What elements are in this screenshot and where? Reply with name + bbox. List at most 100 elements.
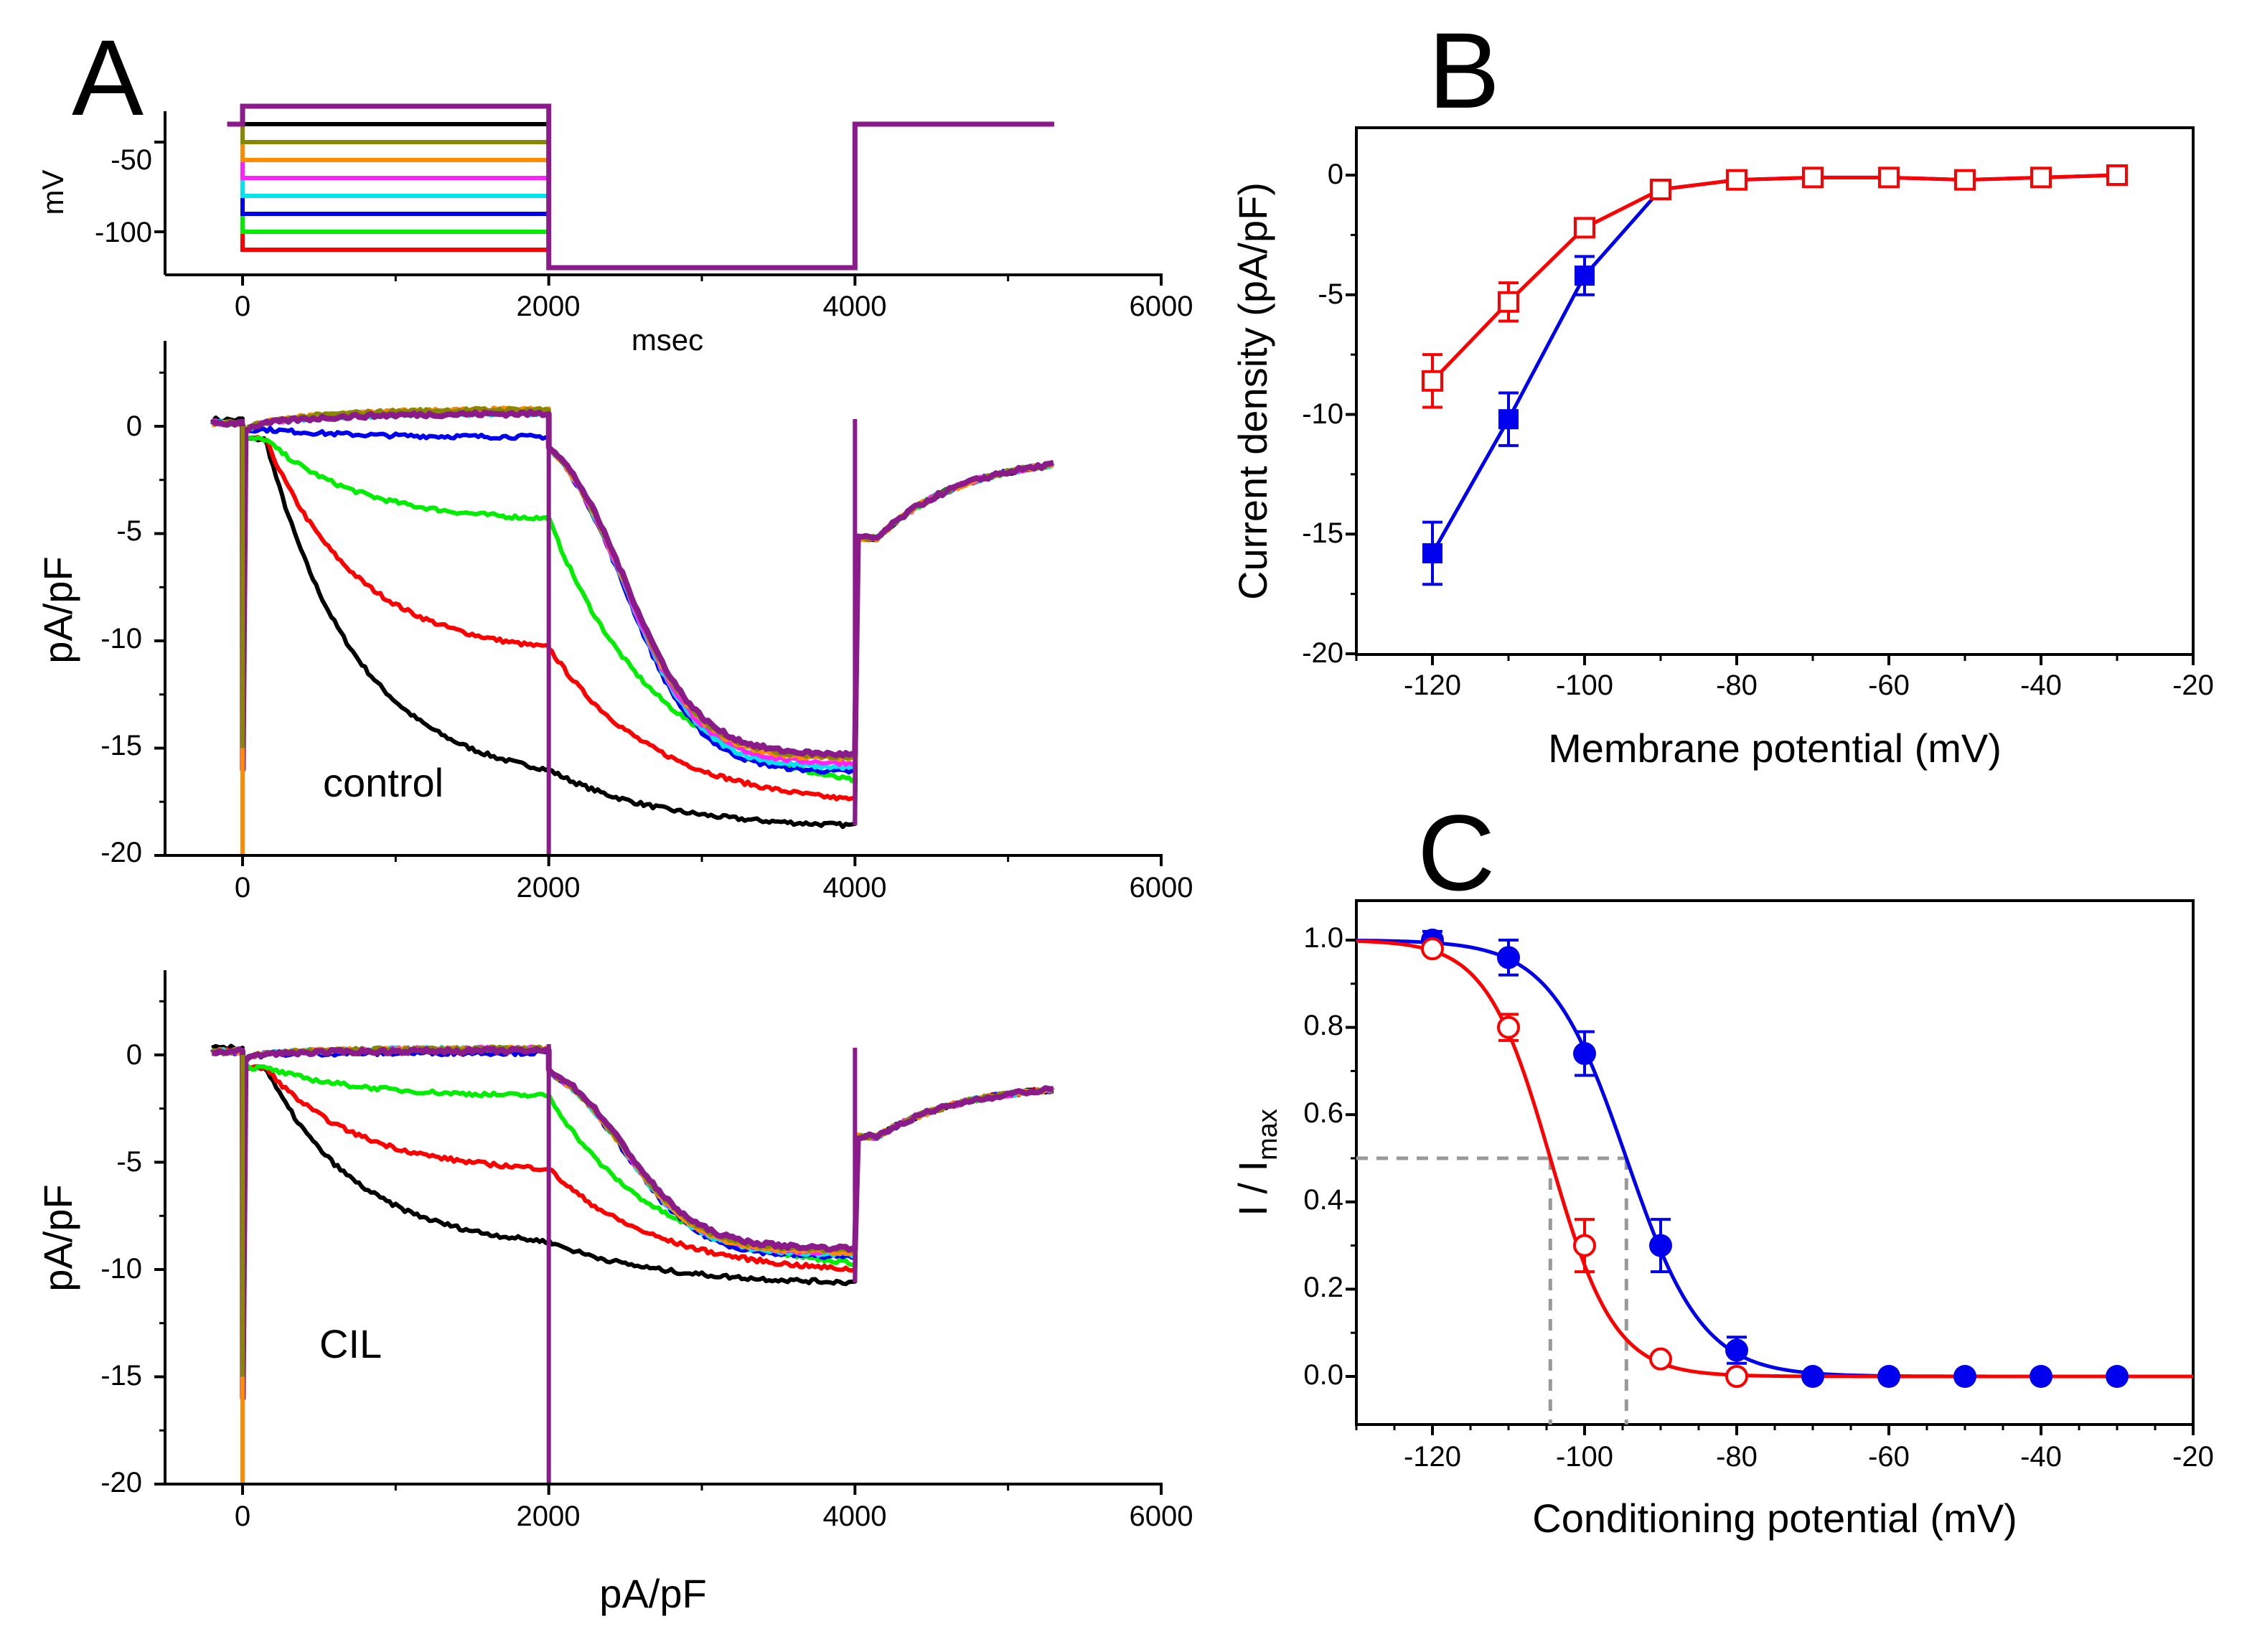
control-y-tick-minus5: -5 [116, 515, 142, 547]
b-point-CIL--40 [2030, 166, 2052, 189]
b-point-control--120 [1422, 543, 1442, 563]
cil-ticks [154, 1000, 1163, 1495]
c-y-tick-1.0: 1.0 [1303, 922, 1343, 954]
protocol-x-tick-0: 0 [235, 291, 250, 322]
protocol-x-label: msec [632, 323, 703, 357]
c-point-control--100 [1573, 1042, 1596, 1066]
cil-y-tick-0: 0 [126, 1039, 142, 1071]
cil-x-tick-0: 0 [235, 1501, 250, 1532]
control-x-tick-0: 0 [235, 872, 250, 904]
cil-x-tick-2000: 2000 [517, 1501, 581, 1532]
protocol-x-tick-6000: 6000 [1130, 291, 1193, 322]
protocol-ticks [154, 141, 1163, 286]
c-point-control--30 [2106, 1365, 2129, 1388]
cil-y-label: pA/pF [35, 1184, 80, 1291]
b-x-tick-minus120: -120 [1404, 670, 1461, 701]
control-trace--40mV [210, 408, 1054, 773]
c-x-label: Conditioning potential (mV) [1532, 1496, 2017, 1541]
c-point-control--80 [1725, 1338, 1748, 1362]
b-point-control--100 [1575, 266, 1595, 286]
control-x-tick-2000: 2000 [517, 872, 581, 904]
b-point-control--110 [1498, 409, 1519, 430]
control-ticks [154, 371, 1163, 866]
b-line-CIL [1431, 173, 2118, 383]
panel-c-ticks [1346, 939, 2195, 1435]
control-current-chart: 0 2000 4000 6000 0 -5 -10 -15 -20 pA/pF … [35, 341, 1193, 904]
protocol-chart: 0 2000 4000 6000 -50 -100 msec mV [36, 103, 1193, 357]
panel-b-ticks [1346, 174, 2195, 665]
b-x-tick-minus40: -40 [2020, 670, 2062, 701]
panel-label-c: C [1417, 792, 1495, 913]
c-y-label-main: I / I [1230, 1160, 1275, 1216]
c-x-tick-minus100: -100 [1556, 1441, 1613, 1473]
b-x-label: Membrane potential (mV) [1548, 726, 2002, 771]
cil-traces [210, 1043, 1055, 1484]
protocol-traces [227, 103, 1054, 271]
panel-b-chart: -120 -100 -80 -60 -40 -20 0 -5 -10 -15 -… [1230, 126, 2214, 771]
c-y-label-sub: max [1253, 1109, 1283, 1160]
cil-x-tick-6000: 6000 [1130, 1501, 1193, 1532]
c-y-label: I / Imax [1230, 1109, 1283, 1216]
b-y-tick-minus15: -15 [1302, 517, 1343, 549]
c-point-control--50 [1953, 1365, 1976, 1388]
panel-label-b: B [1428, 10, 1500, 131]
cil-y-tick-minus15: -15 [100, 1360, 142, 1391]
b-point-CIL--110 [1498, 291, 1519, 313]
b-point-CIL--60 [1878, 166, 1900, 189]
cil-current-chart: 0 2000 4000 6000 0 -5 -10 -15 -20 pA/pF … [35, 970, 1193, 1616]
c-x-tick-minus20: -20 [2172, 1441, 2214, 1473]
c-x-tick-minus60: -60 [1868, 1441, 1910, 1473]
c-y-tick-0.2: 0.2 [1303, 1272, 1343, 1303]
c-x-tick-minus80: -80 [1716, 1441, 1758, 1473]
cil-x-tick-4000: 4000 [823, 1501, 887, 1532]
cil-y-tick-minus5: -5 [116, 1146, 142, 1178]
c-point-CIL--100 [1573, 1234, 1596, 1257]
control-y-tick-minus20: -20 [100, 837, 142, 868]
c-x-tick-minus120: -120 [1404, 1441, 1461, 1473]
b-point-CIL--30 [2106, 164, 2128, 186]
protocol-step--30 [227, 103, 1054, 271]
panel-c-chart: -120 -100 -80 -60 -40 -20 0.0 0.2 0.4 0.… [1230, 899, 2214, 1541]
protocol-x-tick-4000: 4000 [823, 291, 887, 322]
cil-x-label: pA/pF [599, 1571, 706, 1616]
b-point-CIL--120 [1422, 370, 1443, 392]
c-y-tick-0.4: 0.4 [1303, 1184, 1343, 1216]
cil-trace--40mV [212, 1046, 1054, 1402]
b-x-tick-minus60: -60 [1868, 670, 1910, 701]
b-x-tick-minus20: -20 [2172, 670, 2214, 701]
panel-b-frame [1355, 126, 2195, 656]
c-point-CIL--80 [1725, 1365, 1748, 1388]
c-point-CIL--110 [1497, 1015, 1520, 1039]
c-y-tick-0.6: 0.6 [1303, 1097, 1343, 1129]
panel-label-a: A [72, 17, 144, 138]
protocol-x-tick-2000: 2000 [517, 291, 581, 322]
b-point-CIL--90 [1650, 179, 1671, 201]
b-y-label: Current density (pA/pF) [1230, 182, 1275, 600]
b-y-tick-0: 0 [1328, 159, 1343, 190]
panel-b-series [1422, 164, 2128, 586]
control-x-tick-6000: 6000 [1130, 872, 1193, 904]
b-x-tick-minus80: -80 [1716, 670, 1758, 701]
c-y-tick-0.8: 0.8 [1303, 1010, 1343, 1041]
b-x-tick-minus100: -100 [1556, 670, 1613, 701]
control-annotation: control [323, 760, 444, 805]
control-y-tick-0: 0 [126, 410, 142, 442]
cil-annotation: CIL [319, 1321, 382, 1366]
b-point-CIL--70 [1802, 166, 1824, 189]
protocol-y-tick-minus100: -100 [95, 217, 152, 248]
b-point-CIL--80 [1726, 169, 1747, 191]
cil-y-tick-minus10: -10 [100, 1253, 142, 1285]
c-fit-CIL [1356, 939, 2193, 1379]
b-point-CIL--100 [1574, 217, 1595, 239]
c-x-tick-minus40: -40 [2020, 1441, 2062, 1473]
c-point-CIL--120 [1421, 937, 1444, 961]
c-point-control--110 [1497, 946, 1520, 970]
b-point-CIL--50 [1954, 169, 1976, 191]
protocol-y-label: mV [36, 170, 70, 215]
control-x-tick-4000: 4000 [823, 872, 887, 904]
c-point-control--40 [2030, 1365, 2052, 1388]
control-traces [210, 405, 1055, 855]
b-y-tick-minus20: -20 [1302, 637, 1343, 669]
control-y-tick-minus15: -15 [100, 730, 142, 761]
protocol-y-tick-minus50: -50 [111, 144, 152, 176]
